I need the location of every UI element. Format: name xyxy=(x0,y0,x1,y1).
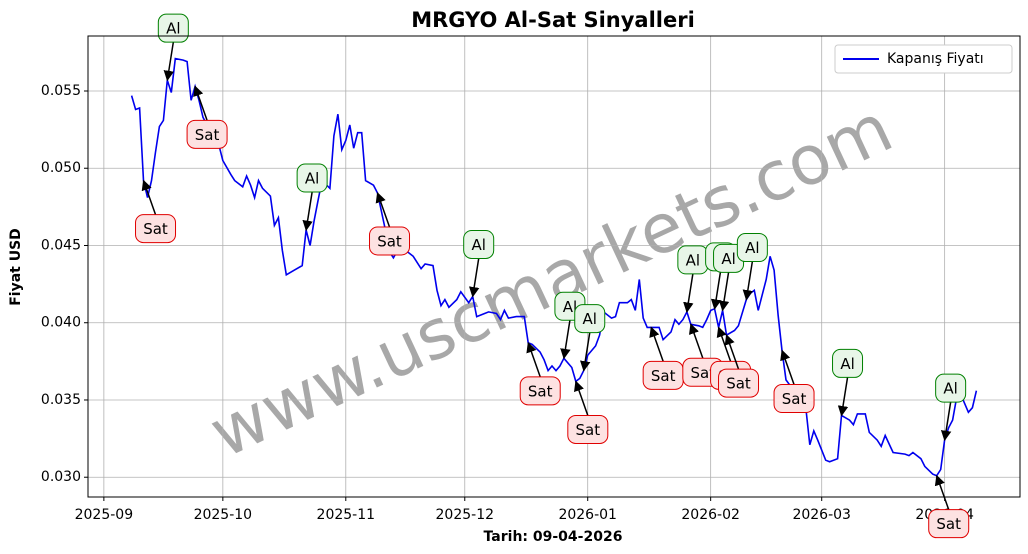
x-axis-label: Tarih: 09-04-2026 xyxy=(484,529,623,545)
y-tick-label: 0.045 xyxy=(41,237,81,253)
annotation-box xyxy=(567,414,609,444)
annotation-arrow xyxy=(193,85,208,121)
annotation-label: Al xyxy=(471,236,485,254)
annotation-box xyxy=(186,119,228,149)
annotation-box xyxy=(574,304,606,334)
annotation-label: Sat xyxy=(377,232,402,250)
annotation-label: Sat xyxy=(726,375,751,393)
y-tick-label: 0.055 xyxy=(41,83,81,99)
x-tick-label: 2025-10 xyxy=(194,507,253,523)
x-tick-label: 2025-12 xyxy=(436,507,495,523)
annotation-box xyxy=(135,214,177,244)
y-axis-label: Fiyat USD xyxy=(8,228,24,306)
annotation-box xyxy=(832,348,864,378)
chart-title: MRGYO Al-Sat Sinyalleri xyxy=(411,8,695,32)
annotation-box xyxy=(369,226,411,256)
annotation-label: Al xyxy=(305,170,319,188)
annotation-box xyxy=(157,13,189,43)
annotation-label: Al xyxy=(745,239,759,257)
annotation-arrow xyxy=(710,270,722,310)
annotation-arrow xyxy=(718,272,730,312)
y-tick-label: 0.030 xyxy=(41,469,81,485)
annotation-label: Al xyxy=(840,355,854,373)
annotation-arrow xyxy=(934,474,950,510)
x-tick-label: 2025-09 xyxy=(75,507,134,523)
annotation-arrow xyxy=(468,258,480,298)
annotation-label: Al xyxy=(686,251,700,269)
annotation-label: Al xyxy=(721,250,735,268)
x-tick-label: 2025-11 xyxy=(317,507,376,523)
annotation-arrow xyxy=(716,326,732,362)
x-tick-label: 2026-03 xyxy=(792,507,851,523)
price-line xyxy=(130,57,978,477)
y-tick-label: 0.050 xyxy=(41,160,81,176)
annotation-label: Al xyxy=(943,380,957,398)
annotation-box xyxy=(296,163,328,193)
annotation-arrow xyxy=(837,377,849,417)
plot-layer xyxy=(130,57,978,477)
annotation-box xyxy=(718,368,760,398)
annotation-arrow xyxy=(526,341,541,378)
y-tick-label: 0.040 xyxy=(41,315,81,331)
annotation-arrow xyxy=(742,261,754,301)
annotation-label: Sat xyxy=(576,421,601,439)
annotation-box xyxy=(736,233,768,263)
annotation-arrow xyxy=(560,320,571,360)
annotation-arrow xyxy=(574,380,589,416)
y-tick-label: 0.035 xyxy=(41,392,81,408)
annotation-label: Sat xyxy=(651,367,676,385)
annotation-arrow xyxy=(580,332,591,372)
annotation-box xyxy=(928,509,970,539)
annotation-arrow xyxy=(163,42,175,82)
annotation-label: Sat xyxy=(691,364,716,382)
legend-box xyxy=(834,44,1013,74)
plot-area xyxy=(88,36,1020,497)
annotation-arrow xyxy=(683,273,694,313)
annotation-arrow xyxy=(780,349,795,385)
annotation-label: Al xyxy=(583,310,597,328)
x-tick-label: 2026-02 xyxy=(681,507,740,523)
annotation-label: Sat xyxy=(143,220,168,238)
annotation-arrow xyxy=(141,179,157,215)
annotation-label: Al xyxy=(166,20,180,38)
plot-frame xyxy=(87,35,1021,498)
annotation-arrow xyxy=(649,326,664,362)
annotation-label: Al xyxy=(563,298,577,316)
x-tick-label: 2026-01 xyxy=(558,507,617,523)
annotation-label: Sat xyxy=(782,390,807,408)
annotation-arrow xyxy=(302,191,313,232)
annotation-label: Sat xyxy=(528,382,553,400)
annotation-box xyxy=(773,384,815,414)
annotation-label: Sat xyxy=(936,515,961,533)
annotation-arrow xyxy=(689,323,704,359)
legend-label: Kapanış Fiyatı xyxy=(887,51,984,67)
annotation-box xyxy=(463,229,495,259)
annotation-box xyxy=(519,376,561,406)
annotation-arrow xyxy=(724,334,740,370)
annotation-box xyxy=(935,373,967,403)
annotation-arrow xyxy=(940,402,952,442)
annotation-arrow xyxy=(375,191,391,228)
annotation-label: Sat xyxy=(195,126,220,144)
